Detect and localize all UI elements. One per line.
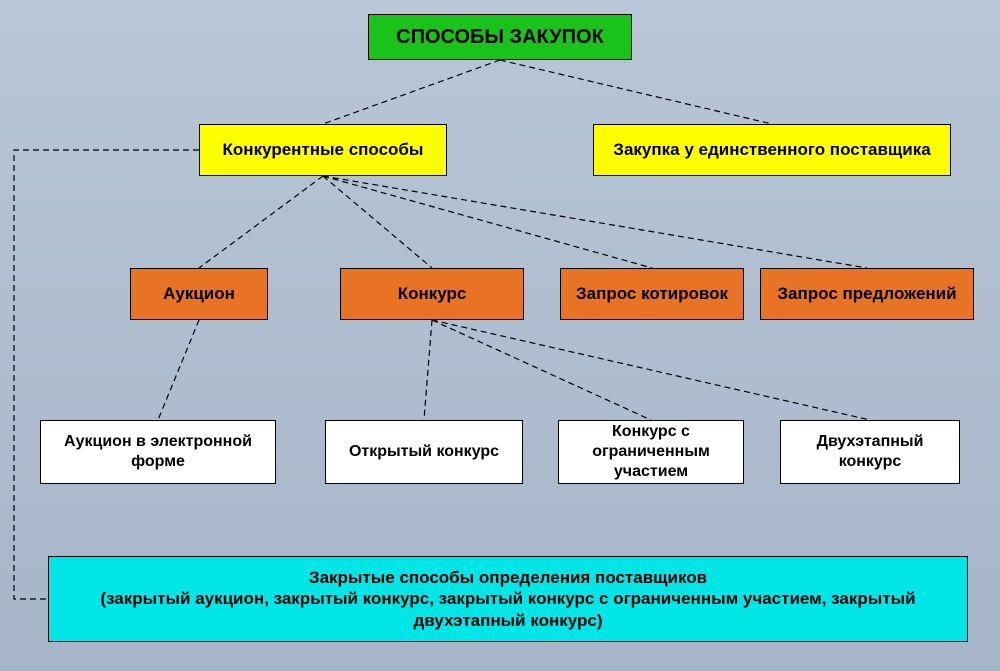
node-label: Открытый конкурс — [349, 442, 499, 462]
node-label: Конкурентные способы — [223, 139, 424, 160]
node-label: Запрос предложений — [777, 283, 956, 304]
node-label: Конкурс с ограниченным участием — [567, 422, 735, 482]
edge-contest-open — [424, 320, 432, 420]
edge-auction-e-auction — [158, 320, 199, 420]
edge-competitive-proposals — [323, 176, 867, 268]
edge-root-single — [500, 60, 772, 124]
node-closed: Закрытые способы определения поставщиков… — [48, 556, 968, 642]
edge-competitive-closed — [14, 150, 199, 599]
node-limited: Конкурс с ограниченным участием — [558, 420, 744, 484]
node-single: Закупка у единственного поставщика — [593, 124, 951, 176]
node-twostage: Двухэтапный конкурс — [780, 420, 960, 484]
edge-contest-limited — [432, 320, 651, 420]
node-label: Аукцион — [163, 283, 235, 304]
node-root: СПОСОБЫ ЗАКУПОК — [368, 14, 632, 60]
node-label: СПОСОБЫ ЗАКУПОК — [396, 25, 604, 50]
edge-contest-twostage — [432, 320, 870, 420]
node-competitive: Конкурентные способы — [199, 124, 447, 176]
edge-competitive-contest — [323, 176, 432, 268]
node-open: Открытый конкурс — [325, 420, 523, 484]
node-label: Запрос котировок — [576, 283, 728, 304]
node-proposals: Запрос предложений — [760, 268, 974, 320]
node-auction: Аукцион — [130, 268, 268, 320]
node-label: Закупка у единственного поставщика — [613, 139, 930, 160]
edge-competitive-auction — [199, 176, 323, 268]
node-label: Аукцион в электронной форме — [49, 432, 267, 472]
edge-competitive-quotes — [323, 176, 652, 268]
node-label: Конкурс — [398, 283, 467, 304]
diagram-canvas: СПОСОБЫ ЗАКУПОК Конкурентные способы Закуп… — [0, 0, 1000, 671]
edge-root-competitive — [323, 60, 500, 124]
node-contest: Конкурс — [340, 268, 524, 320]
node-label: Двухэтапный конкурс — [789, 432, 951, 472]
node-quotes: Запрос котировок — [560, 268, 744, 320]
node-label: Закрытые способы определения поставщиков… — [57, 567, 959, 631]
node-e-auction: Аукцион в электронной форме — [40, 420, 276, 484]
